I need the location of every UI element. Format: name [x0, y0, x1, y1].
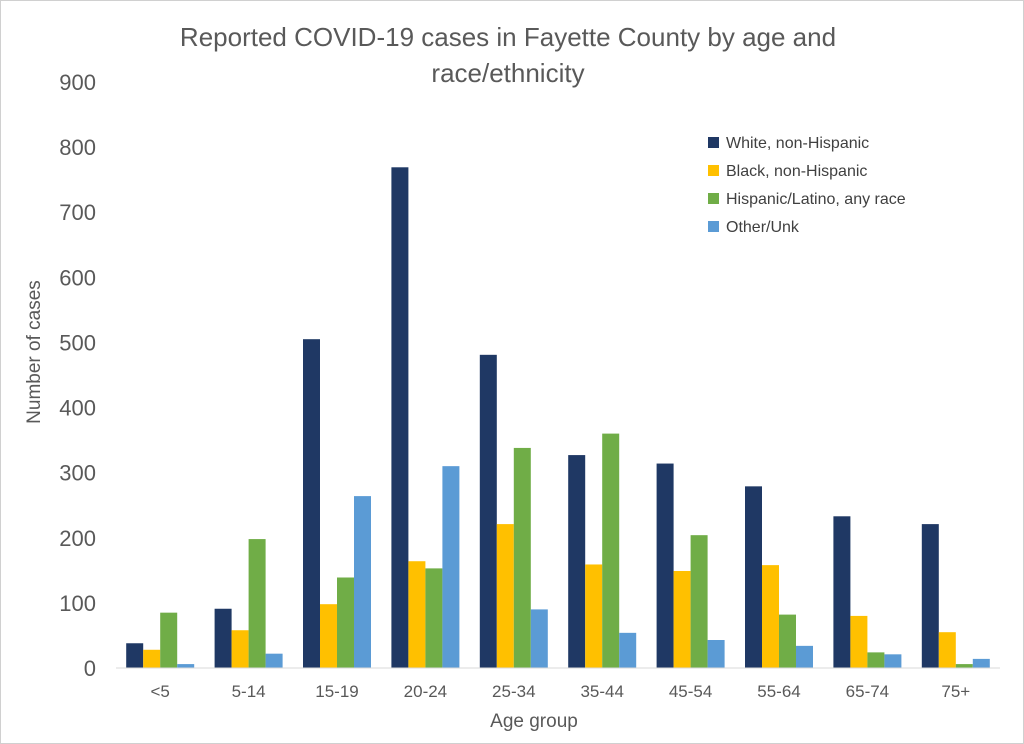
x-tick-label: 15-19 [315, 682, 358, 701]
bar [143, 649, 161, 668]
legend-swatch [708, 221, 719, 232]
x-tick-label: 5-14 [232, 682, 266, 701]
bar [656, 463, 674, 668]
bar [479, 354, 497, 668]
bar [938, 632, 956, 668]
bar [762, 565, 779, 668]
chart-title-line-1: Reported COVID-19 cases in Fayette Count… [180, 22, 836, 52]
bar [955, 664, 973, 668]
bar [354, 496, 371, 668]
y-tick-label: 500 [59, 330, 96, 355]
bar [602, 433, 620, 668]
y-tick-label: 800 [59, 135, 96, 160]
bar [231, 630, 249, 668]
chart-title-line-2: race/ethnicity [431, 58, 584, 88]
y-tick-label: 100 [59, 591, 96, 616]
bars [126, 167, 990, 668]
bar [160, 612, 178, 668]
x-tick-label: 25-34 [492, 682, 535, 701]
bar [408, 561, 426, 668]
bar [745, 486, 762, 668]
bar [337, 577, 354, 668]
x-tick-label: 55-64 [757, 682, 800, 701]
y-axis-title: Number of cases [24, 280, 45, 424]
y-tick-label: 900 [59, 70, 96, 95]
bar [265, 653, 283, 668]
bar [796, 645, 813, 668]
legend-swatch [708, 165, 719, 176]
y-axis-ticks: 0 100 200 300 400 500 600 700 800 900 [59, 70, 96, 681]
legend-label: White, non-Hispanic [726, 135, 869, 152]
bar [530, 609, 548, 668]
y-tick-label: 200 [59, 526, 96, 551]
x-tick-label: <5 [151, 682, 170, 701]
bar [568, 455, 586, 668]
bar [972, 658, 990, 668]
bar [177, 664, 195, 668]
bar [248, 539, 266, 668]
legend-label: Hispanic/Latino, any race [726, 191, 906, 208]
bar [126, 643, 144, 668]
y-tick-label: 600 [59, 265, 96, 290]
y-tick-label: 300 [59, 461, 96, 486]
bar [707, 640, 725, 668]
bar [425, 568, 443, 668]
bar [884, 654, 902, 668]
y-tick-label: 400 [59, 396, 96, 421]
bar [673, 570, 691, 668]
bar [391, 167, 409, 668]
x-axis-ticks: <5 5-14 15-19 20-24 25-34 35-44 45-54 55-64 65-7… [151, 682, 971, 701]
x-tick-label: 45-54 [669, 682, 712, 701]
bar [850, 615, 868, 668]
bar [833, 516, 851, 668]
bar [867, 652, 885, 668]
x-tick-label: 35-44 [580, 682, 623, 701]
bar [921, 524, 939, 668]
bar [585, 564, 603, 668]
x-tick-label: 65-74 [846, 682, 889, 701]
bar [320, 604, 337, 668]
x-tick-label: 20-24 [404, 682, 447, 701]
legend: White, non-Hispanic Black, non-Hispanic Hi… [708, 135, 906, 236]
bar [496, 524, 514, 668]
y-tick-label: 0 [84, 656, 96, 681]
x-axis-title: Age group [490, 711, 578, 732]
bar [619, 632, 637, 668]
bar [513, 447, 531, 668]
legend-label: Black, non-Hispanic [726, 163, 867, 180]
y-tick-label: 700 [59, 200, 96, 225]
bar [690, 535, 708, 668]
bar [303, 339, 320, 668]
bar [442, 466, 460, 668]
legend-swatch [708, 137, 719, 148]
legend-swatch [708, 193, 719, 204]
x-tick-label: 75+ [941, 682, 970, 701]
bar [214, 608, 232, 668]
bar [779, 614, 796, 668]
legend-label: Other/Unk [726, 219, 800, 236]
